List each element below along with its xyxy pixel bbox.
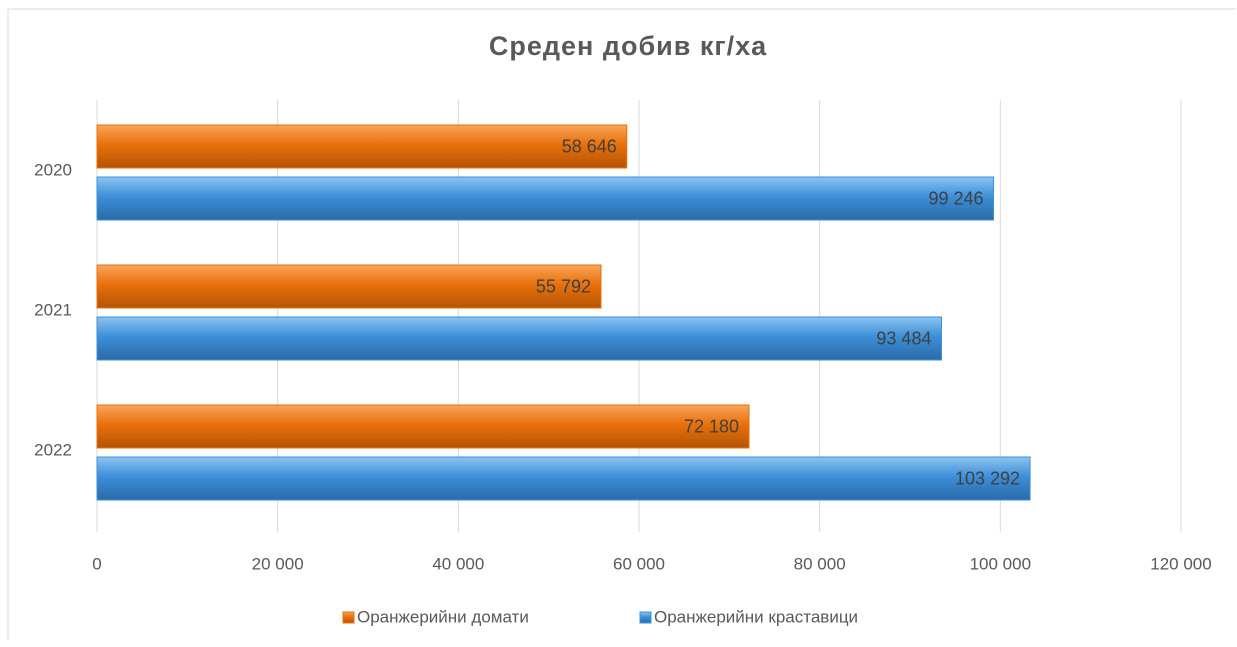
- bar: [96, 316, 942, 361]
- x-tick-label: 120 000: [1150, 554, 1211, 573]
- x-tick-label: 60 000: [613, 554, 665, 573]
- y-tick-label: 2021: [34, 300, 72, 319]
- x-tick-label: 20 000: [252, 554, 304, 573]
- chart-border: [7, 8, 1236, 640]
- bar: [96, 404, 750, 449]
- value-label: 93 484: [876, 328, 931, 348]
- legend-label: Оранжерийни краставици: [654, 607, 858, 626]
- x-tick-label: 80 000: [794, 554, 846, 573]
- bar: [96, 176, 995, 221]
- value-label: 99 246: [928, 188, 983, 208]
- y-tick-label: 2022: [34, 440, 72, 459]
- x-tick-label: 0: [92, 554, 101, 573]
- value-label: 58 646: [562, 136, 617, 156]
- bar: [96, 124, 628, 169]
- value-label: 103 292: [955, 468, 1020, 488]
- bar: [96, 264, 602, 309]
- x-tick-label: 40 000: [432, 554, 484, 573]
- chart-title: Среден добив кг/ха: [489, 31, 767, 61]
- value-label: 55 792: [536, 276, 591, 296]
- value-label: 72 180: [684, 416, 739, 436]
- x-tick-label: 100 000: [970, 554, 1031, 573]
- y-tick-label: 2020: [34, 160, 72, 179]
- legend-swatch: [639, 611, 652, 624]
- legend-label: Оранжерийни домати: [357, 607, 529, 626]
- legend-swatch: [342, 611, 355, 624]
- bar: [96, 456, 1031, 501]
